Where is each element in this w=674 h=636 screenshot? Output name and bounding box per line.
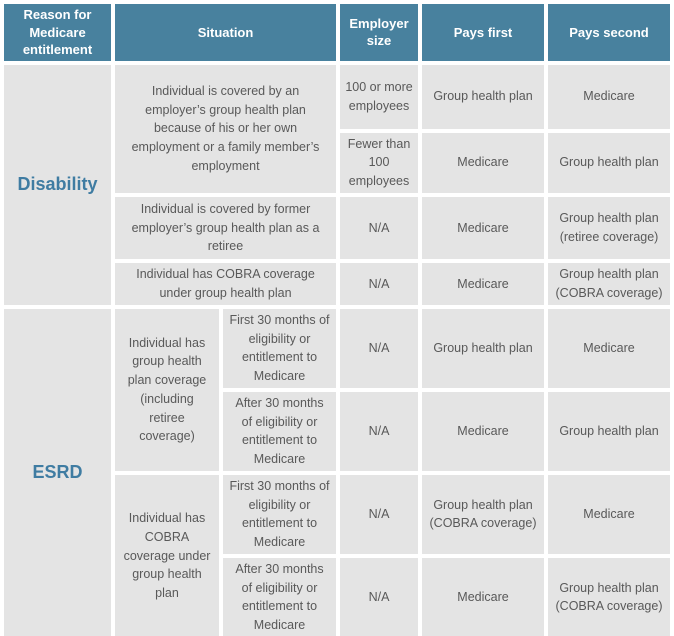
col-header-situation: Situation [115, 4, 337, 61]
cell-timeframe: After 30 months of eligibility or entitl… [223, 391, 337, 471]
col-header-reason: Reason for Medicare entitlement [4, 4, 111, 61]
col-header-pays-second: Pays second [548, 4, 671, 61]
cell-situation: Individual has COBRA coverage under grou… [115, 474, 219, 636]
cell-pays-first: Group health plan (COBRA coverage) [422, 474, 545, 554]
section-label-esrd: ESRD [4, 308, 111, 636]
cell-pays-second: Medicare [548, 308, 671, 388]
cell-situation: Individual is covered by former employer… [115, 196, 337, 259]
cell-timeframe: First 30 months of eligibility or entitl… [223, 308, 337, 388]
cell-pays-first: Medicare [422, 132, 545, 193]
cell-pays-second: Group health plan [548, 132, 671, 193]
cell-situation: Individual has group health plan coverag… [115, 308, 219, 471]
table-row-disability-4: Individual has COBRA coverage under grou… [4, 262, 671, 305]
col-header-employer-size: Employer size [340, 4, 419, 61]
cell-pays-second: Medicare [548, 474, 671, 554]
table-row-esrd-3: Individual has COBRA coverage under grou… [4, 474, 671, 636]
table-row-esrd-4: After 30 months of eligibility or entitl… [4, 557, 671, 636]
col-header-pays-first: Pays first [422, 4, 545, 61]
cell-employer-size: N/A [340, 262, 419, 305]
table-row-esrd-1: ESRD Individual has group health plan co… [4, 308, 671, 636]
cell-employer-size: N/A [340, 474, 419, 554]
cell-situation: Individual has COBRA coverage under grou… [115, 262, 337, 305]
cell-employer-size: N/A [340, 391, 419, 471]
cell-employer-size: 100 or more employees [340, 64, 419, 129]
cell-pays-second: Group health plan (COBRA coverage) [548, 262, 671, 305]
cell-pays-second: Medicare [548, 64, 671, 129]
table-row-disability-3: Individual is covered by former employer… [4, 196, 671, 259]
table-row-disability-2: Fewer than 100 employees Medicare Group … [4, 132, 671, 193]
cell-situation: Individual is covered by an employer’s g… [115, 64, 337, 193]
table-row-esrd-2: After 30 months of eligibility or entitl… [4, 391, 671, 471]
cell-pays-second: Group health plan [548, 391, 671, 471]
cell-employer-size: N/A [340, 557, 419, 636]
cell-employer-size: N/A [340, 196, 419, 259]
cell-timeframe: After 30 months of eligibility or entitl… [223, 557, 337, 636]
cell-pays-first: Medicare [422, 262, 545, 305]
cell-employer-size: N/A [340, 308, 419, 388]
table-row-disability-1: Disability Individual is covered by an e… [4, 64, 671, 305]
cell-pays-first: Group health plan [422, 308, 545, 388]
cell-pays-first: Medicare [422, 196, 545, 259]
cell-pays-second: Group health plan (COBRA coverage) [548, 557, 671, 636]
table-header-row: Reason for Medicare entitlement Situatio… [4, 4, 671, 61]
section-label-disability: Disability [4, 64, 111, 305]
cell-pays-second: Group health plan (retiree coverage) [548, 196, 671, 259]
cell-pays-first: Medicare [422, 391, 545, 471]
cell-employer-size: Fewer than 100 employees [340, 132, 419, 193]
cell-pays-first: Group health plan [422, 64, 545, 129]
cell-timeframe: First 30 months of eligibility or entitl… [223, 474, 337, 554]
cell-pays-first: Medicare [422, 557, 545, 636]
